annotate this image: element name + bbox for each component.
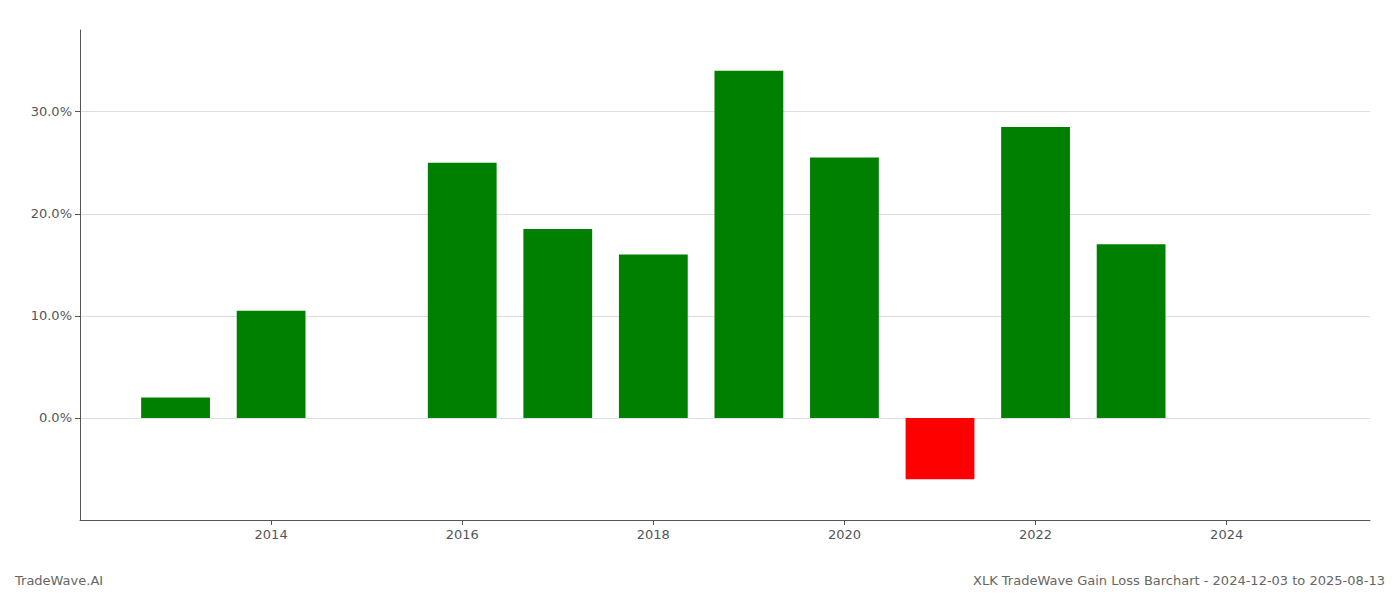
svg-text:2024: 2024 [1210,527,1243,542]
svg-text:2020: 2020 [828,527,861,542]
svg-text:10.0%: 10.0% [31,308,72,323]
svg-text:2016: 2016 [446,527,479,542]
svg-text:0.0%: 0.0% [39,410,72,425]
svg-text:XLK TradeWave Gain Loss Barcha: XLK TradeWave Gain Loss Barchart - 2024-… [973,573,1385,588]
svg-text:2018: 2018 [637,527,670,542]
svg-text:TradeWave.AI: TradeWave.AI [14,573,103,588]
svg-text:2022: 2022 [1019,527,1052,542]
svg-text:2014: 2014 [255,527,288,542]
svg-text:20.0%: 20.0% [31,206,72,221]
svg-text:30.0%: 30.0% [31,104,72,119]
